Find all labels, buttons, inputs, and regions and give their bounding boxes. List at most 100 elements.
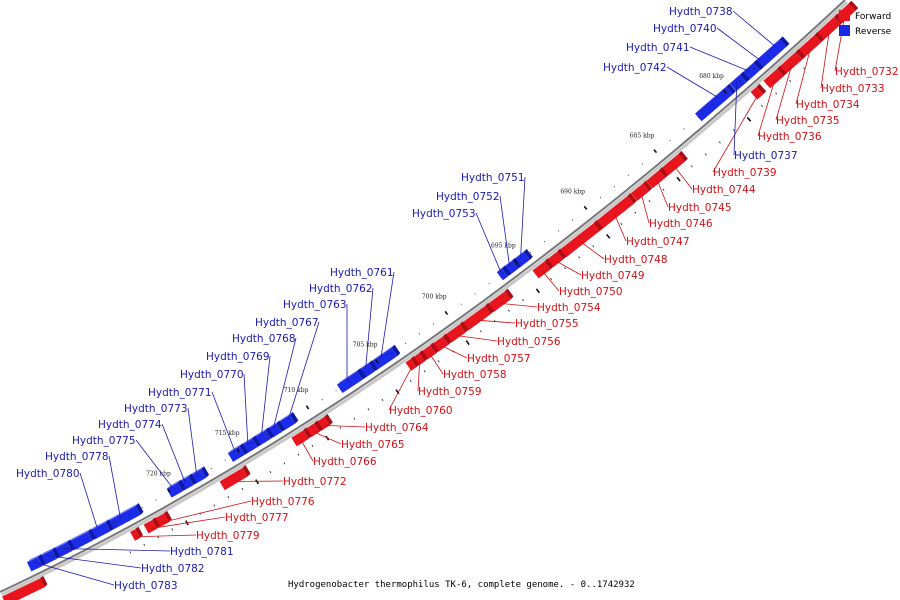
forward-leader (323, 425, 366, 428)
reverse-leader (260, 355, 271, 437)
reverse-gene-label: Hydth_0778 (45, 451, 109, 463)
ruler-tick (761, 104, 764, 107)
gene-top (267, 420, 280, 430)
forward-gene (487, 288, 514, 313)
ruler-tick (279, 425, 282, 427)
gene-face (413, 353, 425, 366)
gene-side (177, 479, 186, 492)
ruler-tick (606, 233, 611, 239)
ruler-tick (627, 174, 629, 176)
gene-top (166, 479, 181, 489)
reverse-leader (499, 195, 510, 267)
backbone-line (0, 0, 846, 593)
ruler-tick (432, 323, 434, 325)
forward-gene-label: Hydth_0750 (559, 286, 623, 298)
ruler-tick (508, 309, 510, 312)
reverse-leader (108, 455, 121, 518)
forward-gene-label: Hydth_0748 (604, 254, 668, 266)
gene-face (337, 371, 363, 393)
gene-face (496, 268, 508, 281)
kbp-label: 705 kbp (353, 342, 378, 349)
genome-backbone (0, 0, 849, 597)
gene-face (750, 86, 764, 100)
gene-side (37, 554, 46, 567)
gene-top (39, 547, 56, 557)
forward-gene (816, 14, 844, 41)
reverse-leader (716, 27, 761, 61)
ruler-tick (129, 551, 132, 554)
ruler-tick (391, 352, 393, 354)
kbp-label: 715 kbp (215, 430, 240, 437)
forward-gene-label: Hydth_0732 (835, 66, 899, 78)
reverse-gene (227, 443, 248, 462)
gene-top (89, 519, 109, 531)
gene-side (627, 192, 637, 204)
gene-face (2, 578, 45, 600)
ruler-tick (557, 230, 560, 232)
gene-face (405, 359, 417, 371)
ruler-tick (530, 251, 532, 253)
ruler-tick (732, 129, 735, 132)
legend-reverse-label: Reverse (855, 27, 892, 37)
gene-face (370, 347, 398, 371)
ruler-tick (210, 467, 212, 470)
reverse-gene-label: Hydth_0762 (309, 283, 373, 295)
forward-gene (559, 220, 603, 258)
gene-side (265, 427, 274, 439)
ruler-tick (293, 416, 296, 419)
ruler-tick (465, 340, 470, 346)
reverse-gene-label: Hydth_0751 (461, 172, 525, 184)
gene-face (729, 74, 747, 92)
reverse-gene-label: Hydth_0773 (124, 403, 188, 415)
reverse-gene-label: Hydth_0752 (436, 191, 500, 203)
forward-gene-label: Hydth_0746 (649, 218, 713, 230)
forward-leader (614, 214, 627, 242)
reverse-gene-label: Hydth_0770 (180, 369, 244, 381)
forward-leader (775, 64, 793, 121)
gene-side (430, 342, 439, 354)
forward-gene-label: Hydth_0744 (692, 184, 756, 196)
gene-face (754, 39, 787, 70)
reverse-leader (520, 176, 526, 259)
forward-leader (500, 302, 538, 308)
ruler-tick (683, 128, 685, 130)
forward-gene-label: Hydth_0736 (758, 131, 822, 143)
gene-side (814, 32, 825, 43)
ruler-tick (409, 379, 412, 382)
forward-leader (456, 335, 498, 342)
gene-side (52, 547, 60, 559)
gene-face (763, 68, 784, 89)
gene-side (67, 539, 75, 552)
forward-leader (580, 241, 605, 260)
forward-gene-label: Hydth_0739 (713, 167, 777, 179)
gene-side (135, 526, 143, 538)
reverse-gene-label: Hydth_0783 (114, 580, 178, 592)
ruler-tick (479, 330, 482, 333)
ruler-tick (305, 405, 310, 410)
reverse-gene-label: Hydth_0771 (148, 387, 212, 399)
forward-leader (820, 30, 830, 89)
gene-side (523, 249, 533, 260)
gene-top (68, 528, 91, 542)
reverse-leader (732, 10, 777, 48)
gene-top (278, 412, 293, 423)
reverse-gene-label: Hydth_0740 (653, 23, 717, 35)
ruler-tick (535, 288, 541, 294)
reverse-leader (187, 407, 198, 476)
gene-top (729, 71, 743, 84)
reverse-gene-label: Hydth_0763 (283, 299, 347, 311)
reverse-gene (754, 36, 790, 70)
forward-gene-label: Hydth_0734 (796, 99, 860, 111)
reverse-leader (161, 423, 186, 483)
legend: Forward Reverse (839, 10, 892, 37)
reverse-gene-label: Hydth_0775 (72, 435, 136, 447)
gene-side (357, 368, 366, 380)
ruler-tick (404, 343, 407, 345)
gene-top (695, 83, 730, 114)
gene-side (163, 510, 172, 523)
kbp-label: 700 kbp (422, 293, 447, 300)
forward-leader (151, 516, 226, 529)
gene-side (593, 220, 603, 231)
forward-leader (640, 193, 650, 224)
label-leaders (34, 10, 846, 586)
